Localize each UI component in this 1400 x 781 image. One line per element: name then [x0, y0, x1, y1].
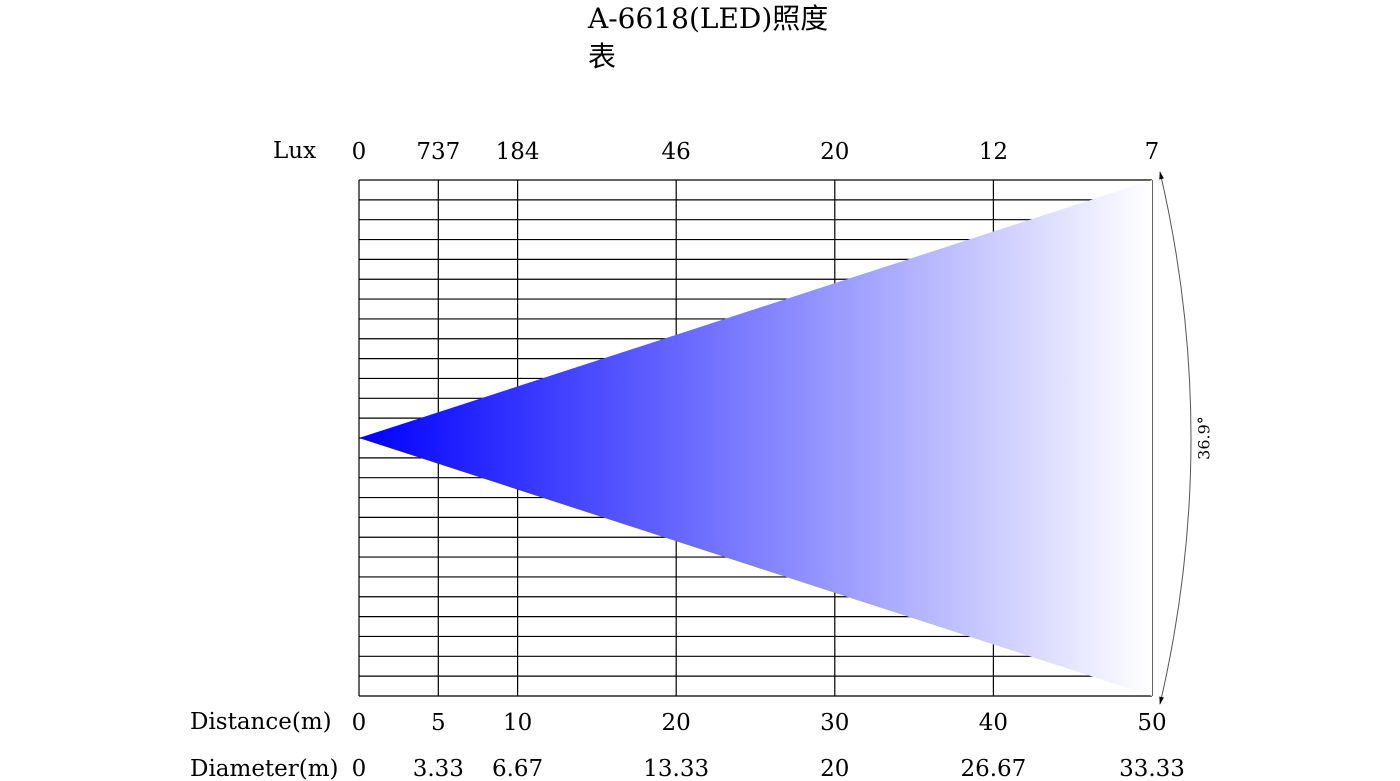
distance-value: 40 [979, 710, 1008, 736]
diameter-value: 20 [820, 756, 849, 781]
diameter-label: Diameter(m) [190, 756, 339, 781]
lux-value: 7 [1145, 139, 1160, 165]
distance-value: 20 [662, 710, 691, 736]
beam [359, 180, 1152, 696]
angle-arc [1159, 171, 1192, 705]
lux-value: 12 [979, 139, 1008, 165]
lux-value: 46 [662, 139, 691, 165]
lux-value: 0 [352, 139, 367, 165]
lux-value: 737 [416, 139, 460, 165]
distance-label: Distance(m) [190, 709, 332, 735]
diameter-value: 0 [352, 756, 367, 781]
diameter-value: 13.33 [643, 756, 709, 781]
diameter-value: 3.33 [413, 756, 464, 781]
distance-value: 30 [820, 710, 849, 736]
lux-label: Lux [273, 138, 316, 164]
distance-value: 10 [503, 710, 532, 736]
diameter-value: 26.67 [960, 756, 1026, 781]
title: A-6618(LED)照度表 [588, 2, 829, 73]
lux-value: 20 [820, 139, 849, 165]
lux-value: 184 [496, 139, 540, 165]
angle-label: 36.9° [1195, 416, 1214, 460]
diameter-value: 33.33 [1119, 756, 1185, 781]
diameter-value: 6.67 [492, 756, 543, 781]
distance-value: 5 [431, 710, 446, 736]
distance-value: 0 [352, 710, 367, 736]
distance-value: 50 [1137, 710, 1166, 736]
